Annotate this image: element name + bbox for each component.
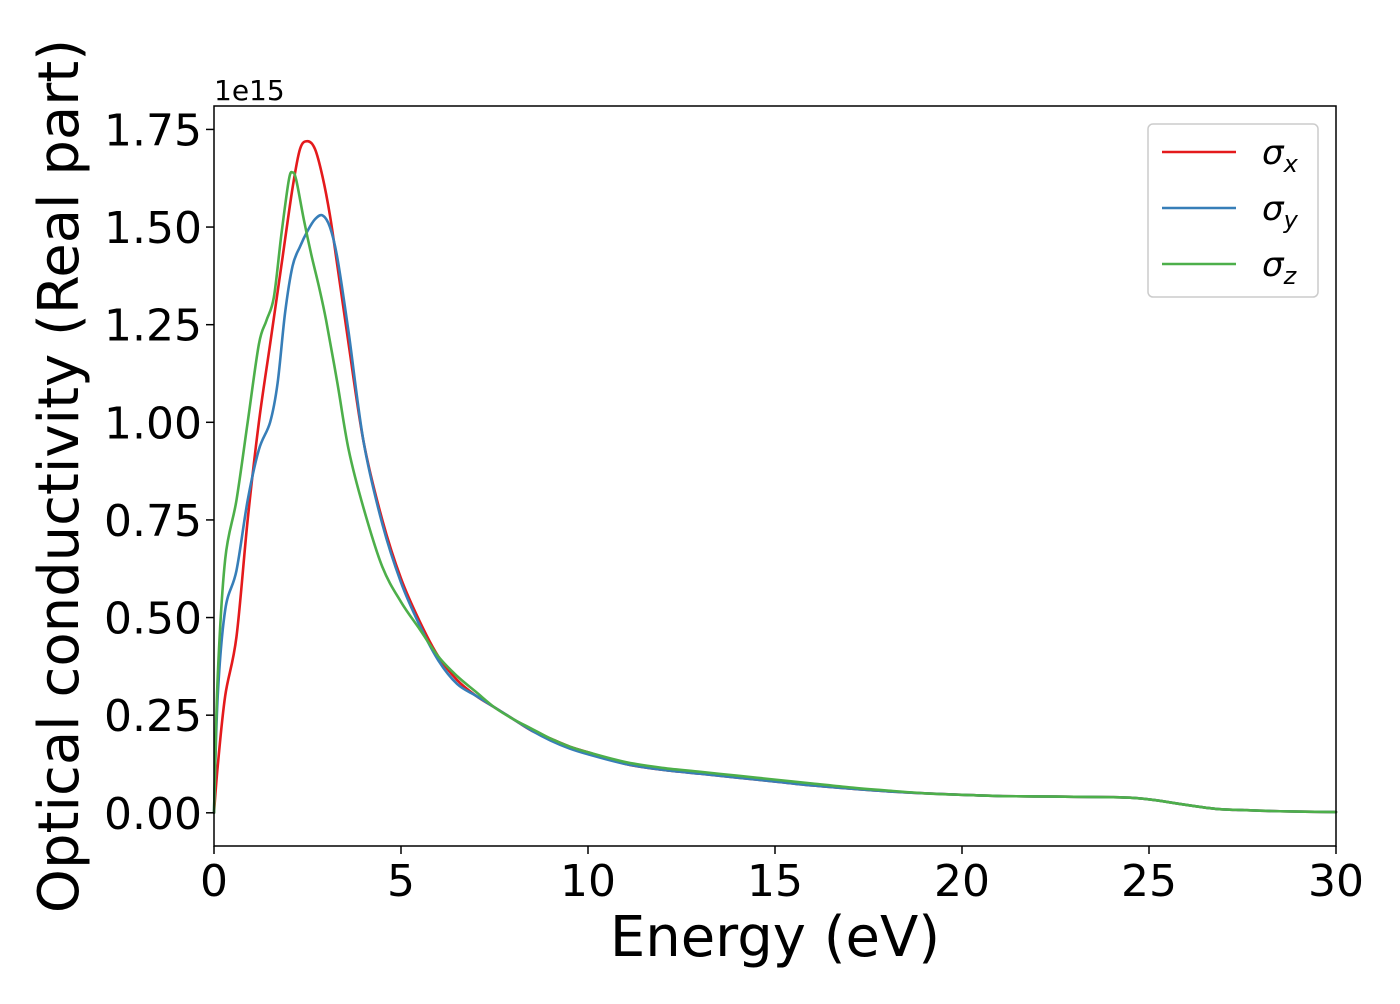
x-axis-title: Energy (eV) bbox=[610, 905, 940, 970]
legend-frame bbox=[1147, 123, 1319, 298]
x-tick-label: 0 bbox=[200, 856, 228, 907]
y-axis-title: Optical conductivity (Real part) bbox=[27, 39, 92, 913]
x-tick-label: 5 bbox=[387, 856, 415, 907]
y-tick-label: 1.50 bbox=[104, 203, 202, 254]
legend-label-y: σy bbox=[1262, 189, 1299, 234]
x-tick-label: 20 bbox=[934, 856, 990, 907]
y-tick-label: 0.25 bbox=[104, 691, 202, 742]
y-tick-label: 1.25 bbox=[104, 301, 202, 352]
y-axis: 0.00 0.25 0.50 0.75 1.00 1.25 1.50 1.75 bbox=[104, 105, 214, 840]
x-tick-label: 10 bbox=[560, 856, 616, 907]
y-tick-label: 1.00 bbox=[104, 398, 202, 449]
y-tick-label: 0.75 bbox=[104, 496, 202, 547]
legend: σx σy σz bbox=[1147, 123, 1319, 298]
y-tick-label: 0.00 bbox=[104, 789, 202, 840]
y-tick-label: 1.75 bbox=[104, 105, 202, 156]
series-layer bbox=[212, 139, 1338, 815]
legend-label-z: σz bbox=[1262, 245, 1298, 290]
x-axis: 0 5 10 15 20 25 30 bbox=[200, 846, 1364, 907]
series-line-z bbox=[212, 170, 1338, 815]
x-tick-label: 25 bbox=[1121, 856, 1177, 907]
legend-label-x: σx bbox=[1262, 133, 1299, 178]
y-tick-label: 0.50 bbox=[104, 594, 202, 645]
y-offset-text: 1e15 bbox=[214, 74, 285, 107]
x-tick-label: 15 bbox=[747, 856, 803, 907]
x-tick-label: 30 bbox=[1308, 856, 1364, 907]
